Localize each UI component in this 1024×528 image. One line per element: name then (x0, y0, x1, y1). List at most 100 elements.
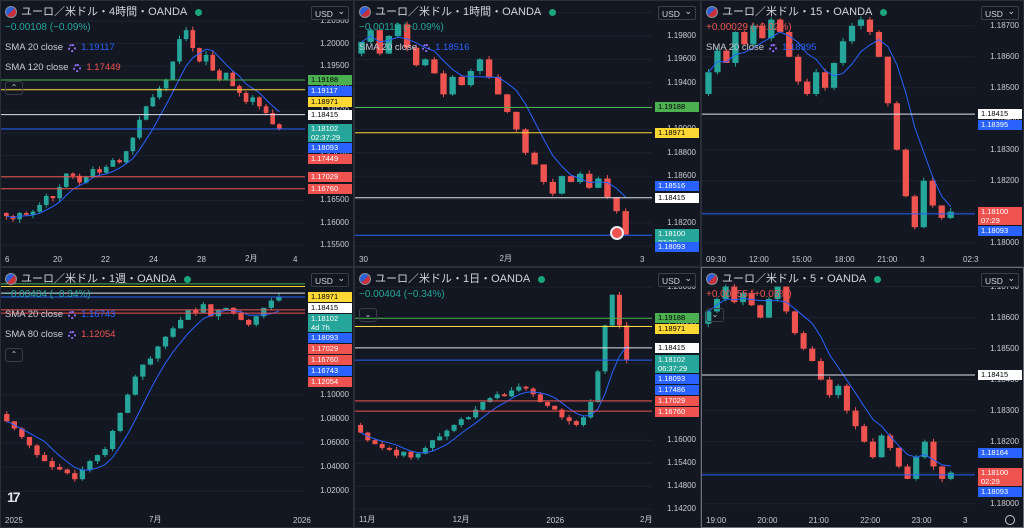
price-axis[interactable]: 1.187001.186001.185001.184001.183001.182… (975, 1, 1023, 266)
indicator-settings-icon[interactable] (769, 44, 778, 52)
candle-body (540, 164, 547, 182)
time-axis[interactable]: 30 2月 3 (355, 252, 652, 266)
candlestick-chart[interactable] (702, 1, 1024, 267)
chevron-down-icon[interactable]: ⌄ (359, 308, 377, 322)
candle-body (476, 59, 484, 72)
price-label-tag: 1.17449 (308, 153, 352, 164)
time-axis[interactable]: 2025 7月 2026 (1, 513, 311, 527)
indicator-settings-icon[interactable] (68, 311, 77, 319)
chart-settings-icon[interactable] (1005, 515, 1015, 525)
chart-panel[interactable]: ユーロ／米ドル・4時間・OANDA −0.00108 (−0.09%) SMA … (0, 0, 354, 267)
candle-body (183, 30, 189, 40)
price-axis[interactable]: 1.187001.186001.185001.184001.183001.182… (975, 268, 1023, 527)
candle-body (394, 24, 402, 37)
symbol-title[interactable]: ユーロ／米ドル・1週・OANDA (21, 273, 177, 285)
price-axis[interactable]: 1.10000 1.08000 1.06000 1.04000 1.02000 1.189… (305, 268, 353, 527)
candle-body (866, 19, 874, 32)
candlestick-chart[interactable] (355, 1, 701, 267)
indicator-settings-icon[interactable] (68, 44, 77, 52)
indicator-settings-icon[interactable] (422, 44, 431, 52)
indicator-settings-icon[interactable] (73, 64, 82, 72)
candle-body (480, 401, 486, 410)
candle-body (422, 447, 428, 454)
sma-line (708, 31, 952, 207)
price-label-value: 1.17029 (658, 395, 686, 405)
tradingview-logo[interactable]: 17 (7, 489, 21, 505)
price-label-value: 1.18100 (658, 229, 686, 239)
indicator-legend[interactable]: SMA 20 close 1.18516 (359, 41, 556, 55)
time-axis[interactable]: 19:00 20:00 21:00 22:00 23:00 3 (702, 513, 975, 527)
chart-panel[interactable]: ユーロ／米ドル・15・OANDA +0.00029 (+0.02%) SMA 2… (701, 0, 1024, 267)
time-axis[interactable]: 6 20 22 24 28 2月 4 (1, 252, 305, 266)
symbol-title-row[interactable]: ユーロ／米ドル・4時間・OANDA (5, 5, 203, 19)
chevron-up-icon[interactable]: ⌃ (5, 81, 23, 95)
chevron-down-icon[interactable]: ⌄ (706, 308, 724, 322)
indicator-legend[interactable]: SMA 20 close 1.16743 (5, 308, 191, 322)
price-label-tag: 1.18102 02:37:29 (308, 123, 352, 142)
chart-panel[interactable]: ユーロ／米ドル・5・OANDA +0.00055 (+0.05%) ⌄ USD 1.… (701, 267, 1024, 528)
candle-body (804, 81, 811, 94)
indicator-legend[interactable]: SMA 120 close 1.17449 (5, 61, 202, 75)
symbol-title[interactable]: ユーロ／米ドル・4時間・OANDA (21, 6, 188, 18)
candle-body (394, 449, 400, 456)
chart-panel[interactable]: ユーロ／米ドル・1時間・OANDA −0.00110 (−0.09%) SMA … (354, 0, 701, 267)
price-axis[interactable]: 1.205001.200001.195001.190001.185001.180… (305, 1, 353, 266)
currency-select[interactable]: USD (981, 271, 1019, 287)
chart-panel[interactable]: ユーロ／米ドル・1日・OANDA −0.00404 (−0.34%) ⌄USD1… (354, 267, 701, 528)
currency-select[interactable]: USD (658, 271, 696, 287)
symbol-title-row[interactable]: ユーロ／米ドル・1日・OANDA (359, 272, 546, 286)
candlestick-chart[interactable] (1, 1, 354, 267)
candle-body (422, 59, 429, 66)
candle-body (821, 72, 829, 88)
price-axis-tick: 1.15400 (667, 458, 696, 468)
indicator-value: 1.17449 (86, 62, 121, 73)
currency-select[interactable]: USD (981, 4, 1019, 20)
symbol-title-row[interactable]: ユーロ／米ドル・15・OANDA (706, 5, 888, 19)
time-axis[interactable]: 11月 12月 2026 2月 (355, 513, 652, 527)
time-axis-tick: 3 (920, 255, 925, 264)
time-axis-tick: 6 (5, 255, 10, 264)
price-axis[interactable]: 1.200001.190001.180001.170001.160001.154… (652, 268, 700, 527)
time-axis-tick: 3 (640, 255, 645, 264)
price-axis-tick: 1.18500 (990, 82, 1019, 92)
indicator-value: 1.16743 (81, 309, 116, 320)
candlestick-chart[interactable] (355, 268, 701, 528)
candle-body (549, 181, 557, 194)
symbol-title-row[interactable]: ユーロ／米ドル・5・OANDA (706, 272, 882, 286)
indicator-legend[interactable]: SMA 20 close 1.19117 (5, 41, 202, 55)
time-axis-tick: 2月 (245, 254, 258, 263)
symbol-title[interactable]: ユーロ／米ドル・1時間・OANDA (375, 6, 542, 18)
indicator-settings-icon[interactable] (68, 331, 77, 339)
indicator-legend[interactable]: SMA 20 close 1.18395 (706, 41, 887, 55)
price-change: −0.00404 (−0.34%) (5, 289, 91, 300)
price-label-value: 1.16743 (311, 366, 339, 375)
price-axis[interactable]: 1.200001.198001.196001.194001.192001.190… (652, 1, 700, 266)
candle-body (567, 176, 575, 182)
indicator-legend[interactable]: SMA 80 close 1.12054 (5, 328, 191, 342)
symbol-title[interactable]: ユーロ／米ドル・1日・OANDA (375, 273, 531, 285)
candle-body (809, 348, 816, 362)
symbol-title[interactable]: ユーロ／米ドル・15・OANDA (722, 6, 873, 18)
candle-body (902, 149, 909, 197)
symbol-title[interactable]: ユーロ／米ドル・5・OANDA (722, 273, 867, 285)
candlestick-chart[interactable] (1, 268, 354, 528)
symbol-title-row[interactable]: ユーロ／米ドル・1週・OANDA (5, 272, 192, 286)
indicator-label: SMA 20 close (5, 42, 64, 53)
candle-body (385, 36, 393, 54)
time-axis[interactable]: 09:30 12:00 15:00 18:00 21:00 3 02:3 (702, 252, 979, 266)
chevron-up-icon[interactable]: ⌃ (5, 348, 23, 362)
candle-body (791, 311, 798, 334)
currency-select[interactable]: USD (311, 271, 349, 287)
currency-select[interactable]: USD (658, 4, 696, 20)
event-flag-icon[interactable] (610, 226, 624, 240)
candle-body (415, 453, 421, 458)
symbol-title-row[interactable]: ユーロ／米ドル・1時間・OANDA (359, 5, 557, 19)
currency-select[interactable]: USD (311, 4, 349, 20)
chart-legend: ユーロ／米ドル・5・OANDA +0.00055 (+0.05%) ⌄ (706, 272, 882, 322)
candlestick-chart[interactable] (702, 268, 1024, 528)
price-label-tag: 1.18093 (978, 486, 1022, 497)
candle-body (588, 401, 594, 418)
candle-body (246, 319, 252, 325)
candle-body (895, 447, 902, 467)
chart-panel[interactable]: ユーロ／米ドル・1週・OANDA −0.00404 (−0.34%) SMA 2… (0, 267, 354, 528)
